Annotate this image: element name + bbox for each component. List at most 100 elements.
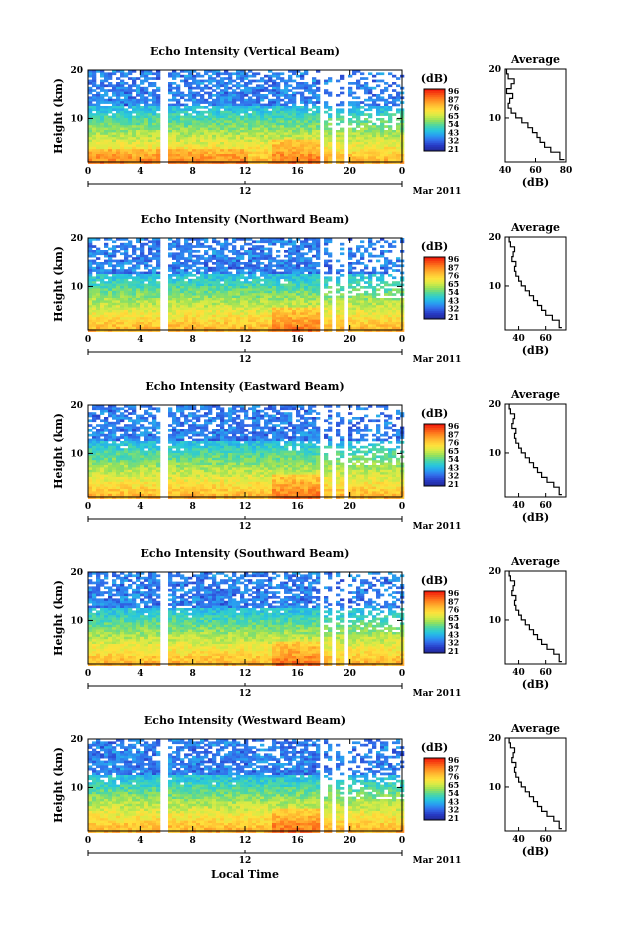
heatmap-cell [120,288,125,292]
heatmap-cell [120,302,125,306]
month-label: Mar 2011 [413,187,462,197]
heatmap-cell [92,329,97,332]
heatmap-cell [264,132,269,136]
heatmap-cell [380,110,385,114]
heatmap-cell [304,125,309,128]
heatmap-cell [268,84,273,88]
heatmap-cell [188,130,193,133]
heatmap-cell [96,156,101,160]
heatmap-cell [152,283,157,287]
heatmap-cell [388,302,393,306]
heatmap-cell [100,288,105,292]
heatmap-cell [116,127,121,131]
heatmap-cell [360,156,365,160]
heatmap-cell [380,317,385,320]
heatmap-cell [192,329,197,332]
heatmap-cell [244,101,249,104]
heatmap-cell [172,307,177,311]
heatmap-cell [216,319,221,323]
heatmap-cell [180,130,185,133]
heatmap-cell [124,286,129,289]
heatmap-cell [220,302,225,306]
heatmap-cell [228,300,233,304]
heatmap-cell [300,151,305,155]
heatmap-cell [196,86,201,90]
heatmap-cell [92,106,97,109]
heatmap-cell [116,295,121,299]
heatmap-cell [128,154,133,157]
heatmap-cell [308,125,313,128]
heatmap-cell [240,70,245,73]
heatmap-cell [296,238,301,241]
heatmap-cell [356,106,361,109]
heatmap-cell [352,314,357,318]
heatmap-cell [208,156,213,160]
heatmap-cell [256,130,261,133]
heatmap-cell [364,319,369,323]
heatmap-cell [140,161,145,164]
heatmap-cell [220,257,225,260]
heatmap-cell [168,252,173,256]
heatmap-cell [308,120,313,124]
heatmap-cell [384,310,389,313]
heatmap-cell [316,278,321,282]
heatmap-cell [364,298,369,301]
heatmap-cell [272,120,277,124]
heatmap-cell [188,127,193,131]
heatmap-cell [132,293,137,296]
heatmap-cell [216,101,221,104]
heatmap-cell [104,118,109,121]
heatmap-cell [268,103,273,107]
heatmap-cell [228,319,233,323]
heatmap-cell [252,290,257,294]
heatmap-cell [244,110,249,114]
heatmap-cell [92,108,97,112]
heatmap-cell [208,120,213,124]
heatmap-cell [232,262,237,265]
heatmap-cell [312,295,317,299]
heatmap-cell [120,317,125,320]
heatmap-cell [364,118,369,121]
heatmap-cell [224,274,229,277]
heatmap-cell [296,326,301,330]
heatmap-cell [136,84,141,88]
heatmap-cell [88,98,93,102]
heatmap-cell [172,149,177,152]
heatmap-cell [304,96,309,100]
heatmap-cell [300,312,305,316]
heatmap-cell [224,161,229,164]
heatmap-cell [312,134,317,138]
heatmap-cell [128,96,133,100]
heatmap-cell [120,274,125,277]
heatmap-cell [228,79,233,83]
heatmap-cell [188,317,193,320]
heatmap-cell [372,103,377,107]
heatmap-cell [116,281,121,284]
heatmap-cell [180,70,185,73]
heatmap-cell [256,300,261,304]
heatmap-cell [224,122,229,126]
heatmap-cell [124,113,129,116]
heatmap-cell [204,295,209,299]
heatmap-cell [372,122,377,126]
heatmap-cell [388,322,393,325]
heatmap-cell [188,286,193,289]
heatmap-cell [252,322,257,325]
heatmap-cell [180,146,185,150]
heatmap-cell [196,161,201,164]
heatmap-cell [328,139,333,143]
heatmap-cell [92,290,97,294]
heatmap-cell [188,283,193,287]
heatmap-cell [288,115,293,119]
heatmap-cell [340,326,345,330]
heatmap-cell [248,139,253,143]
heatmap-cell [288,156,293,160]
heatmap-cell [356,151,361,155]
heatmap-cell [388,120,393,124]
heatmap-cell [328,278,333,282]
heatmap-cell [148,103,153,107]
heatmap-cell [120,142,125,145]
heatmap-cell [136,130,141,133]
heatmap-cell [284,130,289,133]
heatmap-cell [196,156,201,160]
